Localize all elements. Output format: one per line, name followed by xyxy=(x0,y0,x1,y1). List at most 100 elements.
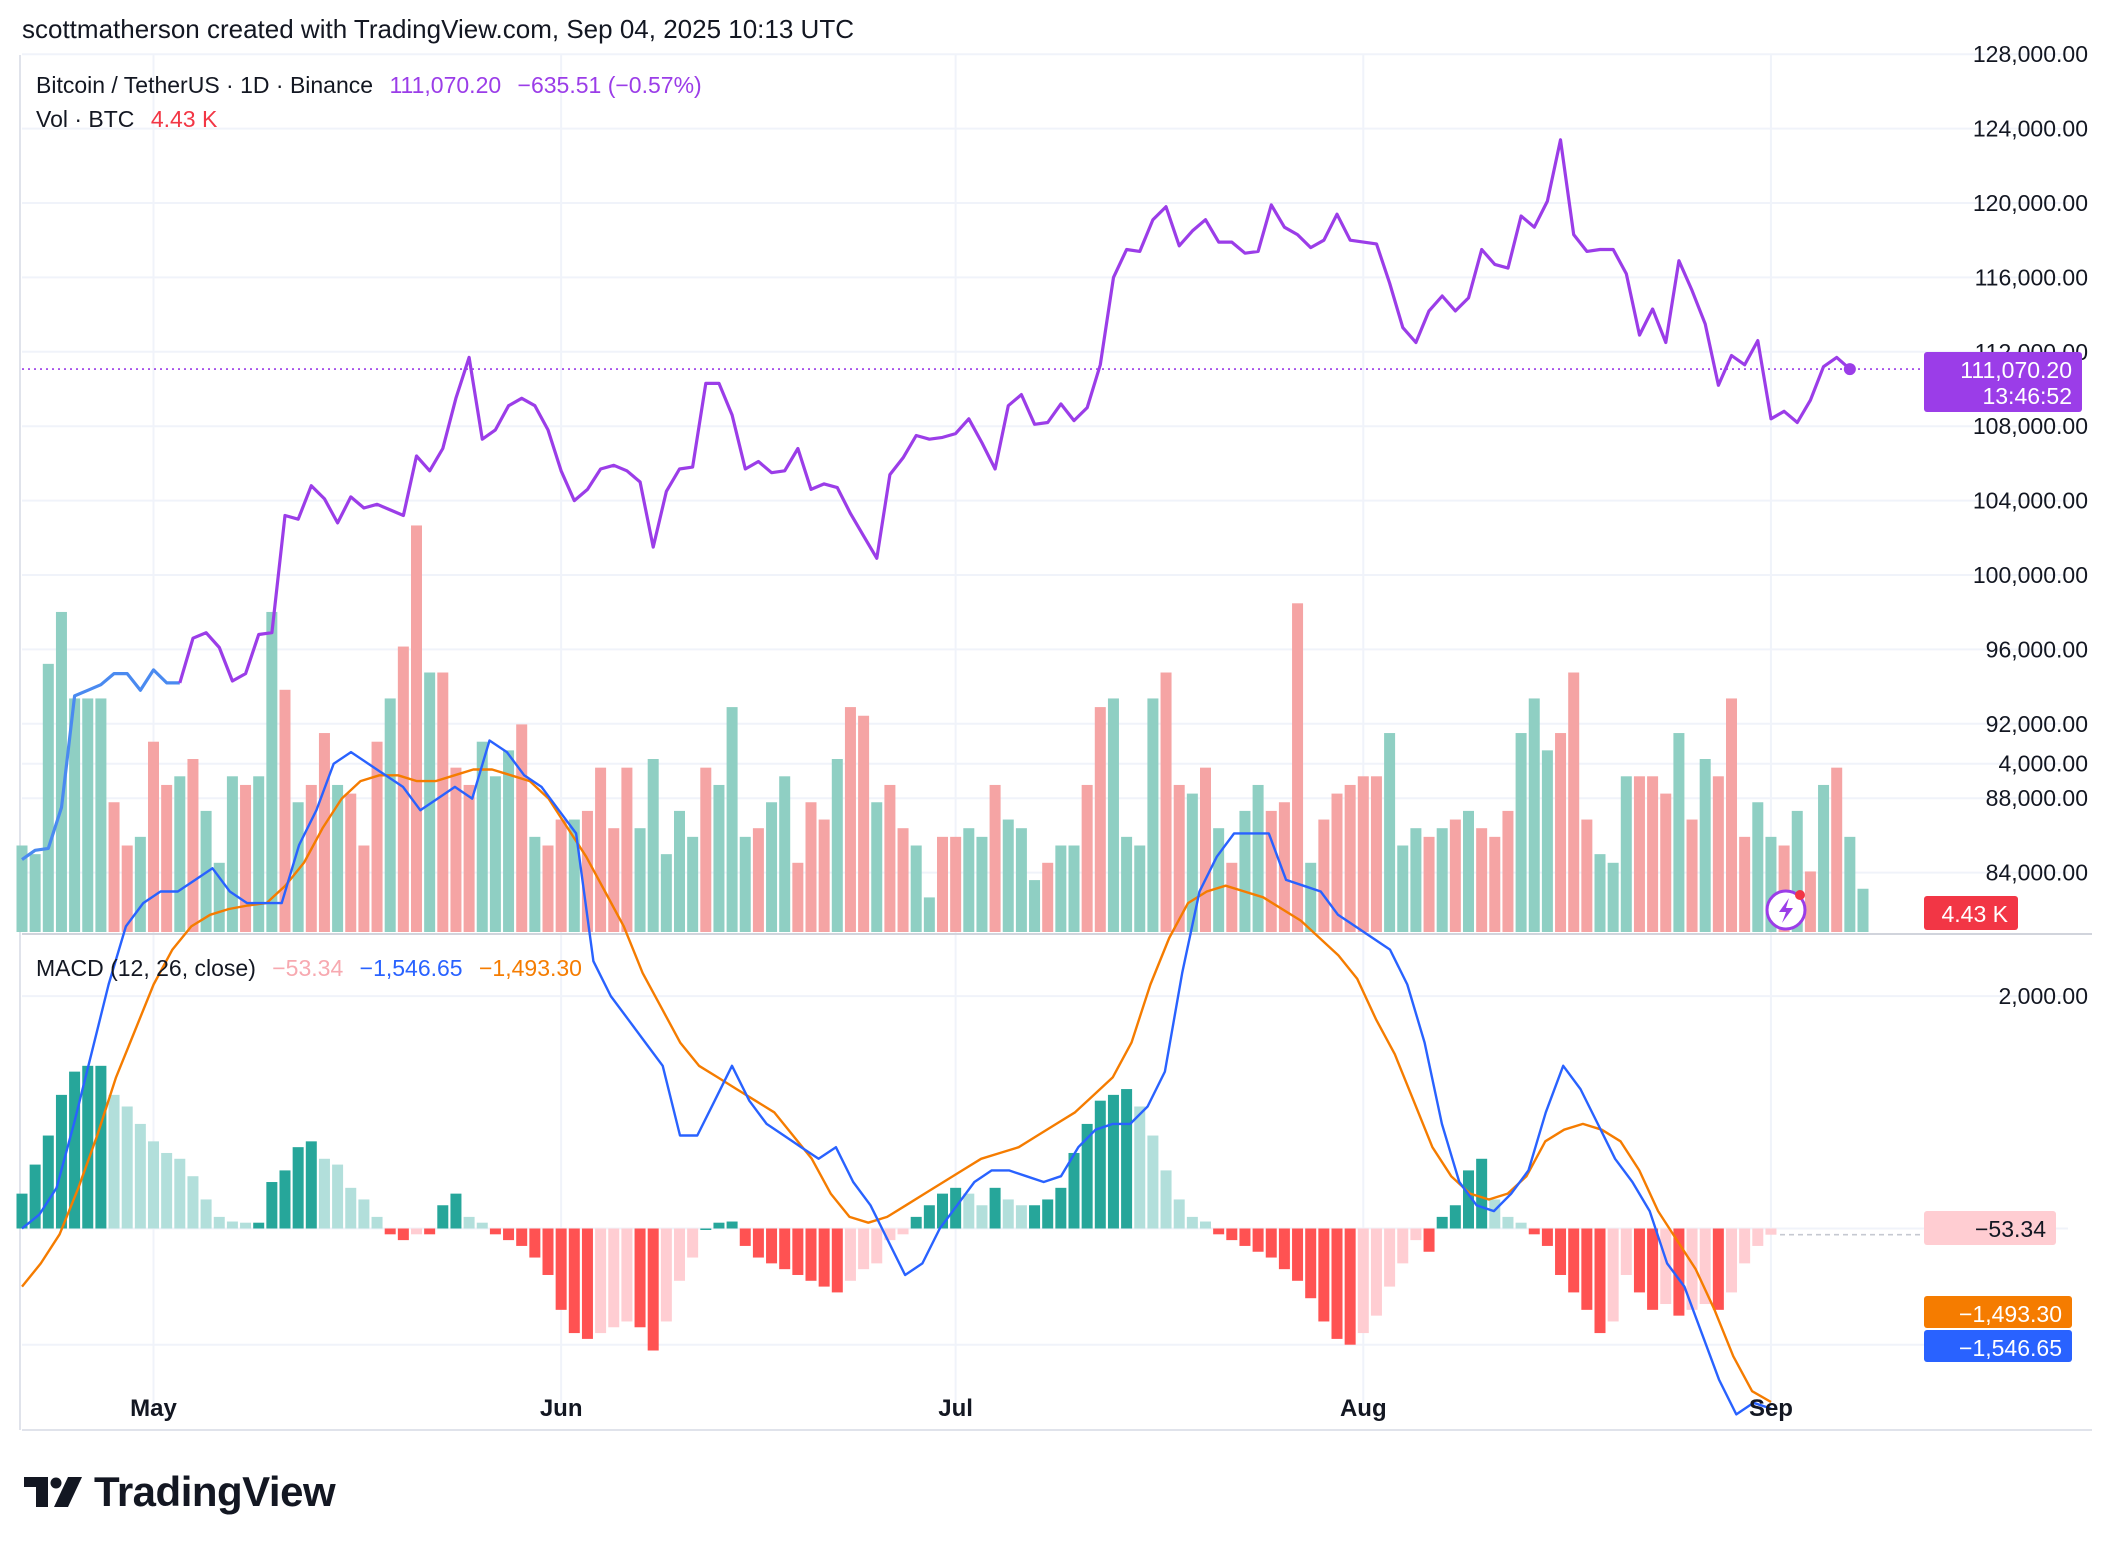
macd-hist-tag-text: −53.34 xyxy=(1975,1216,2046,1242)
volume-bar xyxy=(1436,828,1448,932)
macd-histogram-bar xyxy=(516,1228,528,1246)
macd-histogram-bar xyxy=(42,1135,54,1229)
price-axis-label: 116,000.00 xyxy=(1975,264,2088,290)
macd-histogram-bar xyxy=(1370,1228,1382,1316)
volume-bar xyxy=(1528,698,1540,932)
macd-histogram-bar xyxy=(1200,1221,1211,1229)
macd-signal-line xyxy=(21,768,1772,1404)
macd-histogram-bar xyxy=(1107,1094,1119,1229)
macd-histogram-bar xyxy=(1397,1228,1409,1264)
volume-bar xyxy=(503,750,515,932)
macd-histogram-bar xyxy=(1476,1158,1488,1229)
volume-bar xyxy=(1134,845,1146,932)
macd-histogram-bar xyxy=(1239,1228,1251,1246)
macd-histogram-bar xyxy=(687,1228,699,1258)
macd-histogram-bar xyxy=(1042,1199,1054,1229)
volume-bar xyxy=(345,793,357,932)
macd-histogram-bar xyxy=(1528,1228,1540,1235)
price-line-late xyxy=(178,138,1851,684)
last-price-tag-bg xyxy=(1924,352,2082,412)
macd-histogram-bar xyxy=(345,1187,357,1229)
volume-bar xyxy=(332,784,344,932)
volume-bar xyxy=(1278,802,1290,932)
macd-histogram-bar xyxy=(424,1228,436,1235)
volume-tag: 4.43 K xyxy=(1924,896,2018,930)
volume-bar xyxy=(1121,836,1133,932)
price-axis-label: 88,000.00 xyxy=(1986,785,2088,811)
macd-histogram-bar xyxy=(647,1228,659,1351)
volume-bar xyxy=(976,836,988,932)
volume-bar xyxy=(95,698,107,932)
macd-histogram-bar xyxy=(463,1216,475,1229)
volume-bar xyxy=(779,776,791,932)
macd-histogram-bar xyxy=(1620,1228,1632,1275)
volume-bar xyxy=(1200,767,1211,932)
macd-histogram-bar xyxy=(1121,1089,1133,1229)
volume-bar xyxy=(463,784,475,932)
volume-bar xyxy=(240,784,252,932)
volume-bar xyxy=(897,828,909,932)
macd-histogram-bar xyxy=(226,1221,238,1229)
macd-histogram-bar xyxy=(1712,1228,1724,1310)
macd-histogram-bar xyxy=(621,1228,633,1322)
price-axis-label: 84,000.00 xyxy=(1986,860,2088,886)
volume-bar xyxy=(1186,793,1198,932)
volume-bar xyxy=(437,672,449,932)
macd-histogram-bar xyxy=(963,1193,975,1229)
price-axis-label: 96,000.00 xyxy=(1986,636,2088,662)
time-axis-label: Jun xyxy=(540,1395,583,1422)
macd-histogram-bar xyxy=(542,1228,554,1275)
volume-label[interactable]: Vol · BTC xyxy=(36,106,135,132)
volume-bar xyxy=(687,836,699,932)
macd-legend: MACD (12, 26, close) −53.34 −1,546.65 −1… xyxy=(36,955,592,982)
volume-bar xyxy=(174,776,186,932)
macd-histogram-bar xyxy=(1068,1152,1080,1229)
macd-histogram-bar xyxy=(1331,1228,1343,1339)
volume-bar xyxy=(1594,854,1606,932)
last-price-tag-text: 13:46:52 xyxy=(1982,383,2072,409)
macd-label[interactable]: MACD (12, 26, close) xyxy=(36,955,256,981)
volume-bar xyxy=(1476,828,1488,932)
volume-bar xyxy=(595,767,607,932)
macd-histogram-bar xyxy=(1594,1228,1606,1334)
volume-bar xyxy=(1791,810,1803,932)
volume-bar xyxy=(713,784,725,932)
volume-bar xyxy=(69,698,81,932)
volume-bar xyxy=(700,767,712,932)
macd-histogram-bar xyxy=(1094,1100,1106,1229)
macd-histogram-bar xyxy=(529,1228,541,1258)
volume-bar xyxy=(411,525,422,932)
macd-histogram-bar xyxy=(16,1193,28,1229)
macd-lines xyxy=(21,739,1772,1416)
volume-bar xyxy=(792,862,804,932)
volume-bar xyxy=(1607,862,1619,932)
tradingview-logo[interactable]: TradingView xyxy=(24,1468,336,1516)
volume-bar xyxy=(108,802,120,932)
volume-bar xyxy=(1633,776,1645,932)
macd-line-tag-text: −1,546.65 xyxy=(1959,1335,2062,1361)
macd-histogram-bar xyxy=(134,1123,146,1229)
time-axis-label: Sep xyxy=(1749,1395,1793,1422)
macd-line-value: −1,546.65 xyxy=(359,955,463,981)
macd-histogram-bar xyxy=(779,1228,791,1270)
main-legend: Bitcoin / TetherUS · 1D · Binance 111,07… xyxy=(36,72,712,99)
price-axis-label: 124,000.00 xyxy=(1973,116,2088,142)
macd-histogram-bar xyxy=(1305,1228,1317,1299)
volume-tag-text: 4.43 K xyxy=(1942,901,2009,927)
volume-bar xyxy=(529,836,541,932)
macd-histogram-bar xyxy=(503,1228,515,1241)
symbol-label[interactable]: Bitcoin / TetherUS · 1D · Binance xyxy=(36,72,374,98)
macd-histogram-bar xyxy=(174,1158,186,1229)
volume-bar xyxy=(1370,776,1382,932)
volume-bar xyxy=(42,663,54,932)
macd-histogram-bar xyxy=(831,1228,843,1293)
macd-histogram-bar xyxy=(1213,1228,1225,1235)
volume-bar xyxy=(1068,845,1080,932)
flash-icon[interactable] xyxy=(1765,889,1807,931)
volume-bar xyxy=(805,802,817,932)
volume-bar xyxy=(1568,672,1580,932)
macd-line-tag: −1,546.65 xyxy=(1924,1330,2072,1362)
macd-histogram-bar xyxy=(95,1065,107,1229)
volume-bar xyxy=(844,707,856,932)
